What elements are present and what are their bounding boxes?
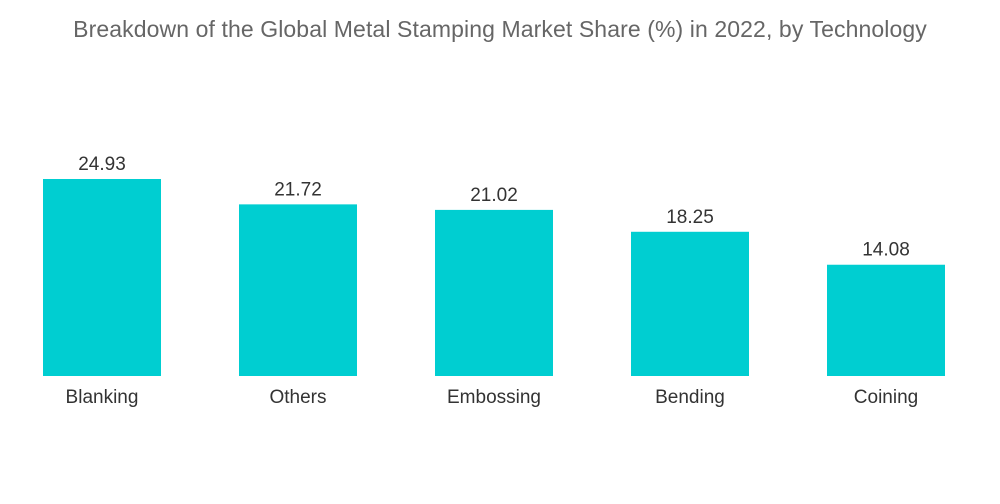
bar-blanking bbox=[43, 179, 161, 376]
category-label-embossing: Embossing bbox=[447, 387, 541, 408]
category-labels-group: Blanking Others Embossing Bending Coining bbox=[66, 387, 919, 408]
value-label-others: 21.72 bbox=[274, 179, 322, 200]
value-label-bending: 18.25 bbox=[666, 207, 714, 228]
category-label-bending: Bending bbox=[655, 387, 725, 408]
value-labels-group: 24.93 21.72 21.02 18.25 14.08 bbox=[78, 154, 910, 261]
bars-group bbox=[43, 179, 945, 376]
value-label-embossing: 21.02 bbox=[470, 185, 518, 206]
chart-title: Breakdown of the Global Metal Stamping M… bbox=[73, 16, 927, 42]
category-label-others: Others bbox=[269, 387, 326, 408]
category-label-blanking: Blanking bbox=[66, 387, 139, 408]
bar-bending bbox=[631, 231, 749, 376]
value-label-blanking: 24.93 bbox=[78, 154, 126, 175]
bar-others bbox=[239, 204, 357, 376]
category-label-coining: Coining bbox=[854, 387, 918, 408]
bar-embossing bbox=[435, 209, 553, 376]
bar-coining bbox=[827, 264, 945, 376]
value-label-coining: 14.08 bbox=[862, 240, 910, 261]
